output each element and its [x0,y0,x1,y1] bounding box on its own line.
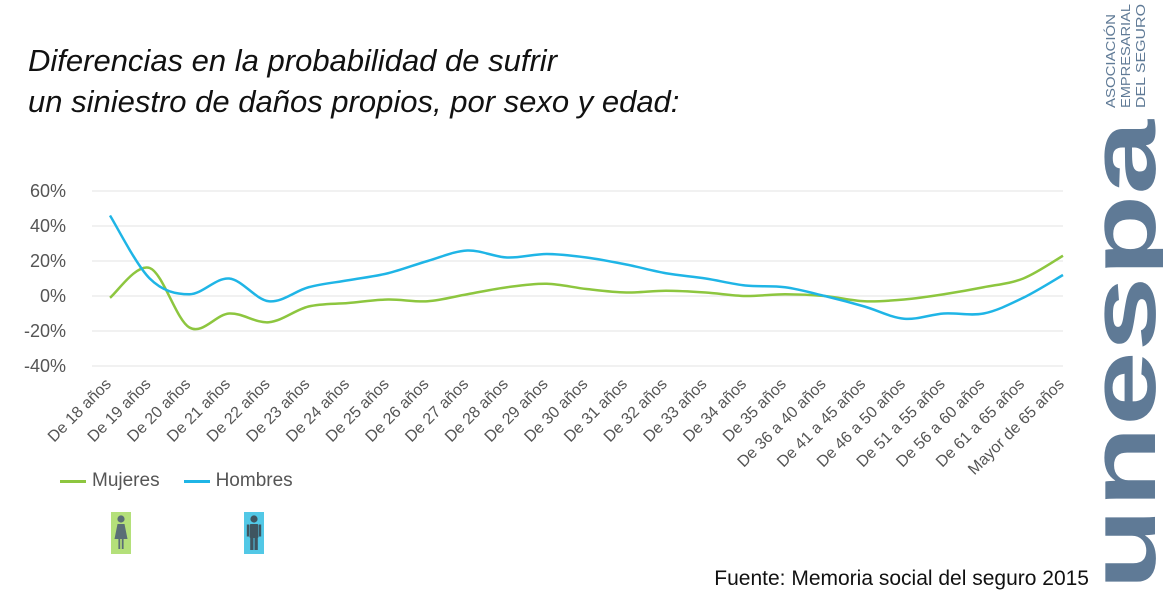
title-line-2: un siniestro de daños propios, por sexo … [28,84,680,119]
grid-lines [92,190,1063,367]
legend-item-mujeres: Mujeres [60,470,160,492]
y-tick-label: -20% [24,321,66,341]
legend-item-hombres: Hombres [183,470,293,492]
legend-label-hombres: Hombres [215,470,293,491]
legend: Mujeres Hombres [60,470,317,492]
y-tick-label: -40% [24,356,66,376]
brand-wordmark: unespa [1080,119,1163,590]
chart-title: Diferencias en la probabilidad de sufrir… [28,40,679,122]
legend-swatch-hombres [183,479,210,483]
y-axis-ticks: 60% 40% 20% 0% -20% -40% [24,181,66,376]
title-line-1: Diferencias en la probabilidad de sufrir [28,43,558,78]
y-tick-label: 20% [30,251,66,271]
brand-tagline-line-1: ASOCIACIÓN [1103,14,1118,108]
source-note: Fuente: Memoria social del seguro 2015 [714,567,1089,590]
y-tick-label: 40% [30,216,66,236]
legend-label-mujeres: Mujeres [92,470,160,491]
series-line-mujeres [109,254,1064,331]
unespa-logo: unespa ASOCIACIÓN EMPRESARIAL DEL SEGURO [1080,4,1163,590]
brand-tagline-line-2: EMPRESARIAL [1119,4,1133,108]
woman-icon [111,512,131,554]
man-icon [244,512,264,554]
y-tick-label: 60% [30,181,66,201]
y-tick-label: 0% [40,286,66,306]
legend-swatch-mujeres [60,479,86,483]
brand-tagline-line-3: DEL SEGURO [1134,4,1148,108]
series-line-hombres [108,214,1064,321]
series-lines [108,214,1064,331]
